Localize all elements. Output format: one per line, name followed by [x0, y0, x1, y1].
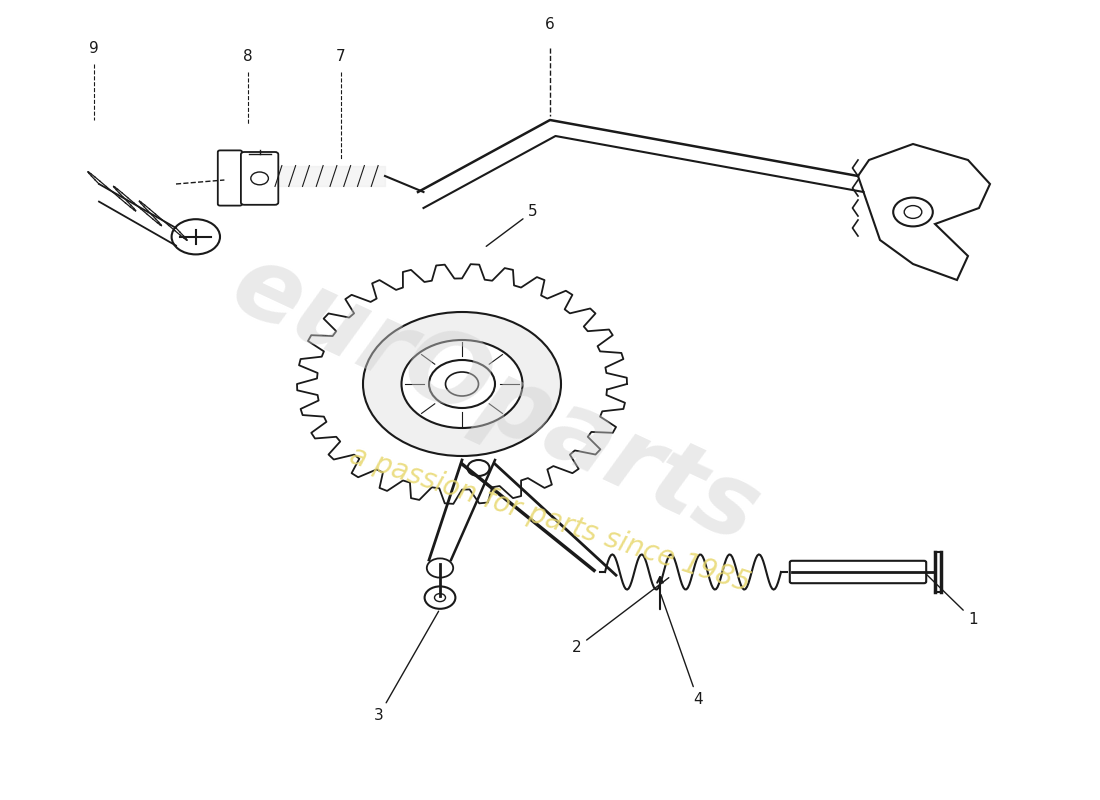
- Circle shape: [429, 360, 495, 408]
- Text: eurOparts: eurOparts: [217, 236, 773, 564]
- FancyBboxPatch shape: [218, 150, 242, 206]
- FancyBboxPatch shape: [790, 561, 926, 583]
- Circle shape: [427, 558, 453, 578]
- Text: 4: 4: [661, 594, 703, 707]
- Circle shape: [363, 312, 561, 456]
- FancyBboxPatch shape: [241, 152, 278, 205]
- Circle shape: [425, 586, 455, 609]
- Text: 1: 1: [926, 574, 978, 627]
- Circle shape: [904, 206, 922, 218]
- Circle shape: [446, 372, 478, 396]
- Circle shape: [248, 168, 270, 184]
- Text: 6: 6: [546, 17, 554, 32]
- Text: 8: 8: [243, 49, 252, 64]
- Text: 9: 9: [89, 41, 98, 56]
- Circle shape: [468, 460, 490, 476]
- Circle shape: [893, 198, 933, 226]
- Text: 2: 2: [572, 578, 669, 655]
- Text: 5: 5: [486, 204, 538, 246]
- Text: a passion for parts since 1985: a passion for parts since 1985: [346, 442, 754, 598]
- FancyBboxPatch shape: [241, 159, 276, 193]
- Circle shape: [402, 340, 522, 428]
- Circle shape: [172, 219, 220, 254]
- Text: 7: 7: [337, 49, 345, 64]
- Circle shape: [434, 594, 446, 602]
- Polygon shape: [858, 144, 990, 280]
- Text: 3: 3: [374, 611, 439, 723]
- Circle shape: [251, 172, 268, 185]
